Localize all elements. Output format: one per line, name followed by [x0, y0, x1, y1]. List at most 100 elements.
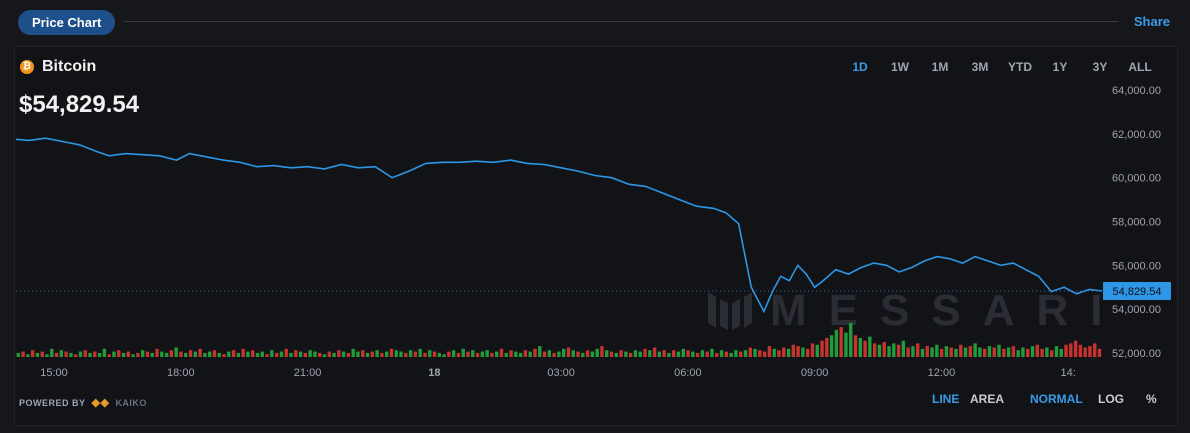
range-1w-button[interactable]: 1W — [891, 60, 909, 74]
volume-bar — [198, 348, 202, 357]
range-1m-button[interactable]: 1M — [931, 60, 949, 74]
share-button[interactable]: Share — [1133, 14, 1170, 29]
volume-bar — [901, 340, 906, 357]
volume-bar — [203, 352, 207, 357]
volume-bar — [1069, 343, 1073, 357]
volume-bar — [542, 351, 547, 357]
x-tick-label: 15:00 — [40, 367, 68, 379]
volume-bar — [298, 351, 303, 357]
volume-bar — [88, 352, 92, 357]
kaiko-name[interactable]: KAIKO — [115, 397, 147, 408]
volume-bar — [504, 352, 508, 357]
volume-bar — [145, 351, 150, 357]
volume-bar — [432, 351, 437, 357]
volume-bar — [533, 348, 537, 357]
volume-bar — [954, 348, 958, 357]
volume-bar — [710, 348, 714, 357]
volume-bar — [581, 352, 585, 357]
volume-bar — [825, 337, 829, 357]
volume-bar — [595, 348, 599, 357]
x-tick-label: 21:00 — [294, 367, 322, 379]
volume-bar — [528, 351, 532, 357]
volume-bar — [815, 344, 819, 357]
volume-bar — [121, 352, 126, 357]
time-range-selector: 1D 1W 1M 3M YTD 1Y 3Y ALL — [840, 60, 1160, 74]
range-1y-button[interactable]: 1Y — [1052, 60, 1068, 74]
volume-bar — [169, 350, 174, 357]
mode-area-button[interactable]: AREA — [970, 392, 1005, 406]
chart-panel — [14, 46, 1178, 426]
y-tick-label: 54,000.00 — [1112, 304, 1161, 316]
volume-bar — [447, 351, 451, 357]
volume-bar — [188, 350, 193, 357]
volume-bar — [1011, 346, 1016, 357]
volume-bar — [662, 350, 666, 357]
volume-bar — [193, 351, 197, 357]
volume-bar — [896, 344, 901, 357]
volume-bar — [404, 352, 408, 357]
volume-bar — [805, 348, 810, 357]
x-tick-label: 14: — [1061, 367, 1076, 379]
range-all-button[interactable]: ALL — [1128, 60, 1152, 74]
volume-bar — [313, 351, 317, 357]
volume-bar — [490, 352, 494, 357]
volume-bar — [64, 351, 68, 357]
range-1d-button[interactable]: 1D — [852, 60, 868, 74]
volume-bar — [686, 350, 690, 357]
volume-bar — [959, 344, 963, 357]
volume-bar — [839, 327, 843, 357]
volume-bar — [337, 350, 341, 357]
volume-bar — [978, 347, 982, 357]
volume-bar — [786, 348, 791, 357]
volume-bar — [93, 351, 97, 357]
volume-bar — [1088, 346, 1092, 357]
volume-bar — [1030, 346, 1035, 357]
volume-bar — [117, 350, 121, 357]
volume-bar — [571, 350, 575, 357]
volume-bar — [231, 350, 236, 357]
volume-bar — [375, 350, 379, 357]
volume-bar — [59, 350, 64, 357]
scale-normal-button[interactable]: NORMAL — [1030, 392, 1083, 406]
volume-bar — [26, 354, 30, 357]
volume-bar — [916, 343, 920, 357]
volume-bar — [930, 347, 934, 357]
price-chart-tab[interactable]: Price Chart — [18, 10, 116, 35]
volume-bar — [1002, 348, 1006, 357]
volume-bar — [30, 350, 35, 357]
volume-bar — [609, 351, 614, 357]
kaiko-icon: ◆◆ — [91, 397, 110, 409]
range-3y-button[interactable]: 3Y — [1092, 60, 1108, 74]
volume-bar — [140, 350, 145, 357]
volume-bar — [394, 350, 398, 357]
scale-log-button[interactable]: LOG — [1098, 392, 1124, 406]
volume-bar — [624, 351, 628, 357]
volume-bar — [801, 347, 805, 357]
volume-bar — [241, 348, 245, 357]
volume-bar — [920, 348, 925, 357]
volume-bar — [413, 351, 418, 357]
y-tick-label: 58,000.00 — [1112, 217, 1161, 229]
range-3m-button[interactable]: 3M — [971, 60, 989, 74]
messari-logo-icon — [708, 292, 752, 330]
volume-bar — [796, 346, 800, 357]
x-tick-label: 03:00 — [547, 367, 575, 379]
range-ytd-button[interactable]: YTD — [1008, 60, 1032, 74]
price-line — [15, 137, 1103, 314]
volume-bar — [485, 350, 489, 357]
volume-bar — [380, 352, 384, 357]
top-bar: Price Chart Share — [0, 0, 1190, 44]
volume-bar — [97, 352, 102, 357]
volume-bar — [882, 342, 886, 357]
mode-line-button[interactable]: LINE — [932, 392, 960, 406]
scale-percent-button[interactable]: % — [1146, 392, 1157, 406]
volume-bar — [1049, 350, 1054, 357]
volume-bar — [442, 354, 446, 357]
volume-bar — [150, 352, 154, 357]
volume-bar — [102, 348, 107, 357]
volume-bar — [782, 347, 786, 357]
volume-bar — [715, 352, 719, 357]
volume-bar — [676, 351, 681, 357]
volume-bar — [418, 348, 422, 357]
